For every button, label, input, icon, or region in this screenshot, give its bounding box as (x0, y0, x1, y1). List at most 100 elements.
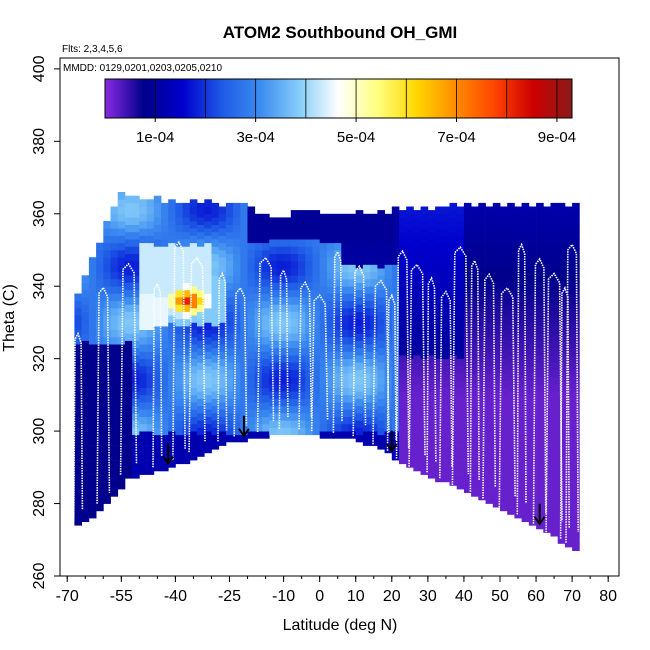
heatmap-cell (146, 300, 155, 309)
heatmap-cell (550, 499, 559, 508)
heatmap-cell (168, 213, 176, 222)
heatmap-cell (319, 286, 328, 294)
heatmap-cell (500, 257, 508, 265)
heatmap-cell (442, 474, 450, 483)
heatmap-cell (427, 268, 436, 276)
heatmap-cell (124, 268, 133, 276)
heatmap-cell (507, 275, 515, 283)
heatmap-cell (384, 286, 393, 294)
heatmap-cell (254, 257, 263, 265)
y-tick-label: 400 (31, 55, 48, 82)
heatmap-cell (182, 318, 191, 327)
colorbar-tick-label: 3e-04 (236, 129, 274, 146)
heatmap-cell (132, 434, 140, 443)
heatmap-cell (536, 369, 544, 378)
heatmap-cell (536, 333, 544, 341)
heatmap-cell (110, 228, 119, 236)
heatmap-cell (146, 416, 155, 425)
heatmap-cell (225, 326, 234, 334)
heatmap-cell (168, 380, 176, 388)
heatmap-cell (406, 358, 414, 367)
heatmap-cell (528, 431, 537, 439)
heatmap-cell (298, 340, 306, 349)
heatmap-cell (442, 279, 450, 287)
heatmap-cell (485, 423, 494, 432)
heatmap-cell (312, 231, 321, 240)
heatmap-cell (572, 347, 580, 356)
heatmap-cell (110, 489, 119, 497)
heatmap-cell (103, 423, 111, 432)
flight-profile-trace (172, 240, 186, 460)
heatmap-cell (298, 289, 306, 298)
heatmap-cell (399, 311, 407, 320)
heatmap-cell (233, 362, 241, 370)
heatmap-cell (305, 376, 313, 385)
heatmap-cell (197, 202, 205, 211)
heatmap-cell (478, 355, 486, 363)
heatmap-cell (384, 315, 393, 323)
heatmap-cell (161, 289, 169, 298)
heatmap-cell (88, 452, 97, 461)
heatmap-cell (485, 315, 494, 323)
heatmap-cell (319, 300, 328, 309)
heatmap-cell (377, 340, 385, 349)
heatmap-cell (550, 347, 559, 356)
heatmap-cell (81, 384, 90, 392)
heatmap-cell (334, 365, 342, 374)
heatmap-cell (283, 217, 292, 225)
heatmap-cell (262, 322, 270, 330)
heatmap-cell (528, 510, 537, 519)
heatmap-cell (168, 257, 176, 265)
heatmap-cell (391, 351, 400, 359)
heatmap-cell (471, 423, 479, 432)
heatmap-cell (478, 456, 486, 465)
heatmap-cell (449, 369, 458, 378)
heatmap-cell (146, 235, 155, 244)
heatmap-cell (449, 434, 458, 443)
heatmap-cell (536, 405, 544, 414)
heatmap-cell (485, 373, 494, 381)
heatmap-cell (189, 199, 198, 207)
heatmap-cell (298, 239, 306, 247)
heatmap-cell (471, 351, 479, 359)
heatmap-cell (175, 362, 183, 370)
heatmap-cell (377, 391, 385, 399)
heatmap-cell (377, 362, 385, 370)
heatmap-cell (168, 235, 176, 244)
heatmap-cell (478, 297, 486, 305)
heatmap-cell (521, 456, 530, 465)
heatmap-cell (132, 275, 140, 283)
heatmap-cell (427, 405, 436, 414)
heatmap-cell (543, 496, 551, 504)
heatmap-cell (435, 250, 443, 258)
heatmap-cell (348, 358, 357, 367)
heatmap-cell (334, 279, 342, 287)
heatmap-cell (384, 402, 393, 410)
heatmap-cell (110, 452, 119, 461)
heatmap-cell (442, 438, 450, 446)
heatmap-cell (189, 380, 198, 388)
heatmap-cell (536, 282, 544, 291)
heatmap-cell (435, 474, 443, 483)
heatmap-cell (103, 322, 111, 330)
heatmap-cell (225, 405, 234, 414)
heatmap-cell (442, 264, 450, 273)
heatmap-cell (81, 347, 90, 356)
heatmap-cell (103, 257, 111, 265)
heatmap-cell (218, 329, 227, 338)
heatmap-cell (543, 250, 551, 258)
heatmap-cell (124, 434, 133, 443)
heatmap-cell (124, 333, 133, 341)
heatmap-cell (254, 286, 263, 294)
heatmap-cell (572, 398, 580, 407)
heatmap-cell (355, 369, 364, 378)
heatmap-cell (326, 264, 335, 273)
heatmap-cell (175, 282, 183, 291)
heatmap-cell (485, 394, 494, 403)
heatmap-cell (492, 427, 501, 436)
heatmap-cell (88, 293, 97, 302)
heatmap-cell (88, 365, 97, 374)
heatmap-cell (168, 336, 176, 345)
heatmap-cell (146, 250, 155, 258)
heatmap-cell (96, 438, 104, 446)
